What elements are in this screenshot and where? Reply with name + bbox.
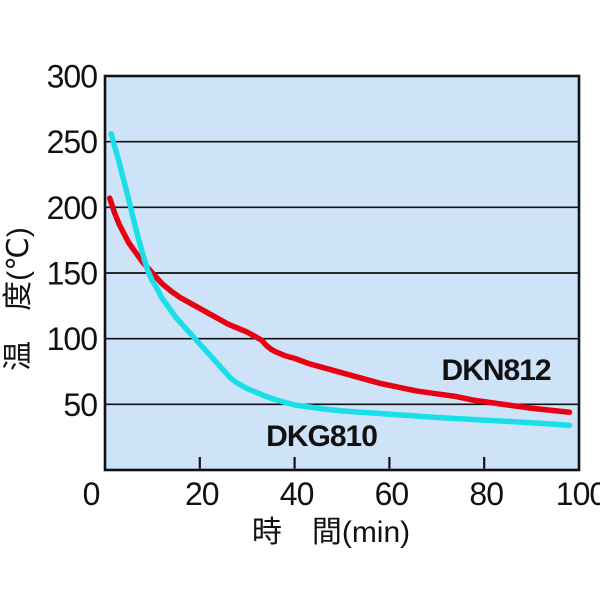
- y-tick-label-150: 150: [47, 256, 98, 292]
- series-label-DKN812: DKN812: [442, 354, 551, 387]
- y-tick-label-50: 50: [63, 387, 97, 423]
- x-axis-title: 時 間(min): [252, 516, 410, 549]
- x-tick-label-40: 40: [280, 476, 314, 512]
- series-line-DKN812: [106, 195, 573, 415]
- y-axis-title: 温 度(℃): [2, 227, 35, 371]
- y-tick-label-100: 100: [47, 321, 98, 357]
- y-tick-label-250: 250: [47, 124, 98, 160]
- x-tick-label-80: 80: [469, 476, 503, 512]
- y-tick-label-300: 300: [47, 59, 98, 95]
- x-tick-label-20: 20: [185, 476, 219, 512]
- series-line-DKG810: [108, 131, 573, 429]
- y-tick-label-200: 200: [47, 190, 98, 226]
- x-tick-label-0: 0: [83, 476, 100, 512]
- x-tick-label-60: 60: [375, 476, 409, 512]
- series-label-DKG810: DKG810: [266, 420, 377, 453]
- x-tick-label-100: 100: [556, 476, 600, 512]
